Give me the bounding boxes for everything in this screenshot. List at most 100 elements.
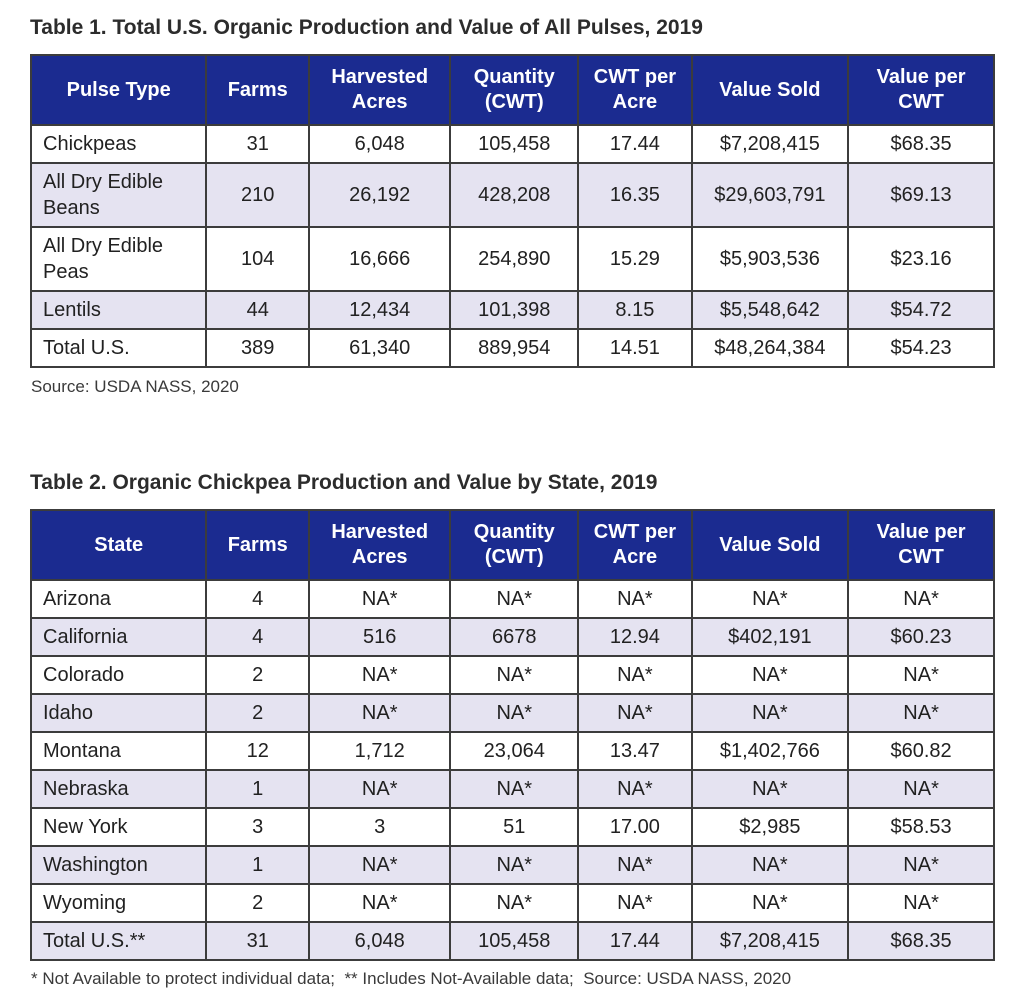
data-cell: 1 xyxy=(205,769,311,809)
data-cell: 389 xyxy=(205,328,311,368)
data-cell: 889,954 xyxy=(449,328,580,368)
data-cell: 2 xyxy=(205,655,311,695)
row-label-cell: Total U.S.** xyxy=(29,921,208,961)
table-row: Arizona 4 NA* NA* NA* NA* NA* xyxy=(29,579,995,619)
table-row: Total U.S. 389 61,340 889,954 14.51 $48,264,3… xyxy=(29,328,995,368)
chickpea-state-table: State Farms Harvested Acres Quantity (CWT) C… xyxy=(29,509,995,961)
data-cell: NA* xyxy=(308,845,452,885)
table-row: Nebraska 1 NA* NA* NA* NA* NA* xyxy=(29,769,995,809)
data-cell: $2,985 xyxy=(690,807,850,847)
data-cell: 31 xyxy=(205,124,311,164)
row-label-cell: Chickpeas xyxy=(29,124,208,164)
table-row: All Dry Edible Peas 104 16,666 254,890 15.29… xyxy=(29,226,995,292)
table-row: Total U.S.** 31 6,048 105,458 17.44 $7,208,41… xyxy=(29,921,995,961)
column-header: Farms xyxy=(205,509,311,581)
data-cell: 4 xyxy=(205,617,311,657)
data-cell: $60.82 xyxy=(847,731,995,771)
data-cell: 23,064 xyxy=(449,731,580,771)
table-row: All Dry Edible Beans 210 26,192 428,208 16.3… xyxy=(29,162,995,228)
pulses-table: Pulse Type Farms Harvested Acres Quantity (… xyxy=(29,54,995,368)
data-cell: NA* xyxy=(847,655,995,695)
table-row: California 4 516 6678 12.94 $402,191 $60.23 xyxy=(29,617,995,657)
data-cell: 3 xyxy=(308,807,452,847)
data-cell: $68.35 xyxy=(847,124,995,164)
data-cell: NA* xyxy=(690,883,850,923)
data-cell: $7,208,415 xyxy=(690,124,850,164)
header-row: Pulse Type Farms Harvested Acres Quantity (… xyxy=(29,54,995,126)
data-cell: 12 xyxy=(205,731,311,771)
table-header: Pulse Type Farms Harvested Acres Quantity (… xyxy=(29,54,995,126)
data-cell: 3 xyxy=(205,807,311,847)
data-cell: 26,192 xyxy=(308,162,452,228)
row-label-cell: Arizona xyxy=(29,579,208,619)
data-cell: $68.35 xyxy=(847,921,995,961)
table1-source-note: Source: USDA NASS, 2020 xyxy=(31,377,239,396)
data-cell: 16.35 xyxy=(577,162,693,228)
data-cell: NA* xyxy=(690,655,850,695)
data-cell: NA* xyxy=(577,655,693,695)
column-header: Value per CWT xyxy=(847,54,995,126)
data-cell: $54.72 xyxy=(847,290,995,330)
table-body: Arizona 4 NA* NA* NA* NA* NA* California 4 516 667… xyxy=(29,579,995,961)
column-header: Pulse Type xyxy=(29,54,208,126)
data-cell: 6,048 xyxy=(308,124,452,164)
data-cell: $402,191 xyxy=(690,617,850,657)
data-cell: NA* xyxy=(847,845,995,885)
column-header: Value per CWT xyxy=(847,509,995,581)
data-cell: NA* xyxy=(847,579,995,619)
column-header: Quantity (CWT) xyxy=(449,509,580,581)
data-cell: NA* xyxy=(449,579,580,619)
data-cell: NA* xyxy=(577,883,693,923)
data-cell: 8.15 xyxy=(577,290,693,330)
column-header: Farms xyxy=(205,54,311,126)
data-cell: 1,712 xyxy=(308,731,452,771)
data-cell: $7,208,415 xyxy=(690,921,850,961)
data-cell: $60.23 xyxy=(847,617,995,657)
row-label-cell: All Dry Edible Peas xyxy=(29,226,208,292)
table-row: Wyoming 2 NA* NA* NA* NA* NA* xyxy=(29,883,995,923)
row-label-cell: California xyxy=(29,617,208,657)
data-cell: 14.51 xyxy=(577,328,693,368)
pulses-table-section: Table 1. Total U.S. Organic Production a… xyxy=(29,15,995,397)
data-cell: $5,903,536 xyxy=(690,226,850,292)
row-label-cell: Lentils xyxy=(29,290,208,330)
data-cell: 516 xyxy=(308,617,452,657)
table2-title: Table 2. Organic Chickpea Production and… xyxy=(30,471,658,494)
data-cell: NA* xyxy=(308,883,452,923)
data-cell: 6,048 xyxy=(308,921,452,961)
data-cell: 6678 xyxy=(449,617,580,657)
row-label-cell: Nebraska xyxy=(29,769,208,809)
data-cell: NA* xyxy=(449,769,580,809)
column-header: Quantity (CWT) xyxy=(449,54,580,126)
data-cell: 51 xyxy=(449,807,580,847)
data-cell: NA* xyxy=(577,693,693,733)
data-cell: NA* xyxy=(690,769,850,809)
row-label-cell: Wyoming xyxy=(29,883,208,923)
data-cell: NA* xyxy=(690,693,850,733)
data-cell: $29,603,791 xyxy=(690,162,850,228)
data-cell: 61,340 xyxy=(308,328,452,368)
data-cell: NA* xyxy=(690,579,850,619)
data-cell: 105,458 xyxy=(449,921,580,961)
data-cell: NA* xyxy=(449,845,580,885)
data-cell: NA* xyxy=(577,579,693,619)
table-row: Lentils 44 12,434 101,398 8.15 $5,548,642 $54.… xyxy=(29,290,995,330)
chickpea-by-state-section: Table 2. Organic Chickpea Production and… xyxy=(29,470,995,989)
table-row: Idaho 2 NA* NA* NA* NA* NA* xyxy=(29,693,995,733)
data-cell: 44 xyxy=(205,290,311,330)
column-header: Value Sold xyxy=(690,54,850,126)
header-row: State Farms Harvested Acres Quantity (CWT) C… xyxy=(29,509,995,581)
data-cell: 17.00 xyxy=(577,807,693,847)
data-cell: NA* xyxy=(577,769,693,809)
data-cell: NA* xyxy=(449,883,580,923)
data-cell: NA* xyxy=(847,693,995,733)
data-cell: NA* xyxy=(449,655,580,695)
table-row: New York 3 3 51 17.00 $2,985 $58.53 xyxy=(29,807,995,847)
data-cell: 1 xyxy=(205,845,311,885)
table-row: Colorado 2 NA* NA* NA* NA* NA* xyxy=(29,655,995,695)
data-cell: NA* xyxy=(449,693,580,733)
data-cell: NA* xyxy=(690,845,850,885)
table-body: Chickpeas 31 6,048 105,458 17.44 $7,208,415 $6… xyxy=(29,124,995,368)
data-cell: 15.29 xyxy=(577,226,693,292)
row-label-cell: Idaho xyxy=(29,693,208,733)
